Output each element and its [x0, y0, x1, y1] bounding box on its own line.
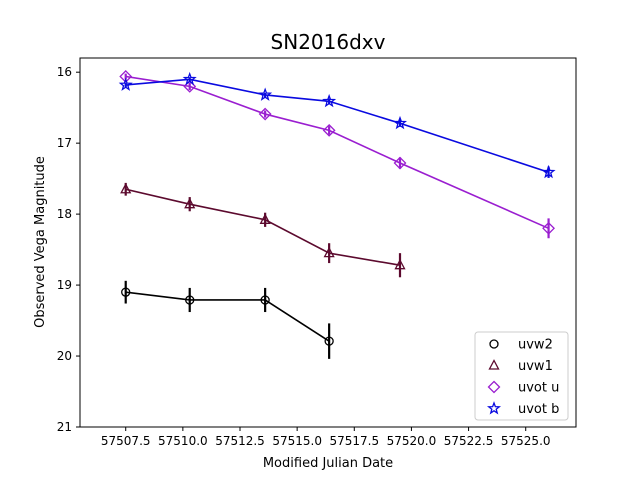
- legend-label-uvw2: uvw2: [518, 338, 553, 353]
- series-uvot-b: [118, 71, 556, 179]
- legend-label-uvot-u: uvot u: [518, 381, 559, 396]
- legend-label-uvw1: uvw1: [518, 359, 553, 374]
- series-uvot-u: [119, 70, 555, 239]
- data-point-uvot-u: [393, 156, 407, 170]
- axes-layer: 57507.5 57510.0 57512.5 57515.0 57517.5 57520…: [57, 65, 551, 448]
- data-point-uvw2: [185, 295, 195, 305]
- plot-area-frame: [79, 57, 577, 428]
- y-tick-label: 20: [57, 349, 72, 363]
- y-tick-label: 16: [57, 65, 72, 79]
- data-point-uvot-u: [258, 107, 272, 121]
- data-point-uvot-u: [322, 123, 336, 137]
- x-tick-label: 57510.0: [158, 434, 208, 448]
- y-tick-label: 19: [57, 278, 72, 292]
- data-point-uvw2: [324, 336, 334, 346]
- data-point-uvw1: [259, 213, 271, 224]
- y-tick-label: 21: [57, 420, 72, 434]
- series-uvw1: [120, 182, 406, 278]
- data-point-uvot-b: [182, 71, 197, 86]
- legend-marker-uvot-b: [486, 401, 502, 415]
- data-point-uvot-b: [393, 115, 407, 130]
- data-point-uvw2: [260, 295, 270, 305]
- y-axis-label: Observed Vega Magnitude: [33, 156, 48, 328]
- data-point-uvot-b: [541, 164, 556, 179]
- legend-marker-uvw2: [489, 339, 499, 349]
- legend-box: [474, 331, 569, 421]
- series-line-uvw2: [125, 291, 330, 342]
- x-tick-label: 57525.0: [501, 434, 551, 448]
- series-line-uvw1: [125, 188, 401, 266]
- x-tick-label: 57507.5: [101, 434, 151, 448]
- x-axis-label: Modified Julian Date: [263, 456, 393, 471]
- legend-label-uvot-b: uvot b: [518, 402, 559, 417]
- y-tick-label: 17: [57, 136, 72, 150]
- data-point-uvw1: [120, 182, 132, 194]
- data-point-uvot-b: [118, 77, 133, 91]
- series-uvw2: [121, 280, 334, 359]
- x-tick-label: 57515.0: [272, 434, 322, 448]
- data-point-uvot-b: [258, 87, 273, 101]
- chart-title: SN2016dxv: [271, 30, 386, 54]
- legend-marker-uvot-u: [487, 380, 501, 394]
- data-point-uvw1: [184, 197, 196, 209]
- data-point-uvot-u: [542, 221, 555, 235]
- legend: uvw2 uvw1 uvot u uvot b: [474, 331, 569, 421]
- series-line-uvot-u: [125, 75, 549, 230]
- x-tick-label: 57522.5: [444, 434, 494, 448]
- x-tick-label: 57512.5: [215, 434, 265, 448]
- data-point-uvw1: [394, 258, 406, 270]
- y-tick-label: 18: [57, 207, 72, 221]
- x-tick-label: 57517.5: [329, 434, 379, 448]
- legend-marker-uvw1: [488, 359, 500, 370]
- x-tick-label: 57520.0: [387, 434, 437, 448]
- series-line-uvot-b: [125, 78, 549, 174]
- data-point-uvw1: [323, 246, 335, 258]
- data-point-uvot-b: [322, 93, 337, 108]
- series-layer: [118, 70, 556, 359]
- data-point-uvw2: [121, 287, 131, 297]
- data-point-uvot-u: [119, 70, 133, 83]
